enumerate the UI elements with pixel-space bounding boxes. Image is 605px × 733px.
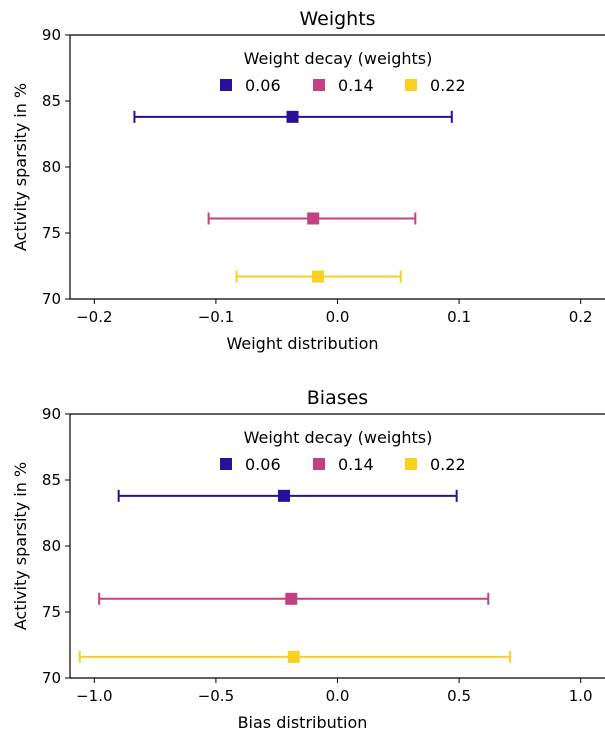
data-point-marker — [307, 212, 320, 225]
y-tick-label: 90 — [42, 405, 61, 423]
y-tick-label: 75 — [42, 224, 61, 242]
y-axis-label: Activity sparsity in % — [11, 462, 30, 630]
legend-swatch — [405, 79, 417, 91]
data-point-marker — [286, 110, 299, 123]
x-axis-label: Weight distribution — [226, 334, 378, 353]
legend-label: 0.14 — [338, 455, 374, 474]
y-tick-label: 80 — [42, 158, 61, 176]
y-tick-label: 70 — [42, 669, 61, 687]
x-tick-label: 0.5 — [447, 687, 471, 705]
legend-label: 0.06 — [245, 76, 281, 95]
legend-title: Weight decay (weights) — [244, 49, 433, 68]
data-point-marker — [278, 489, 290, 502]
x-tick-label: 0.0 — [326, 687, 350, 705]
data-point-marker — [312, 270, 325, 283]
x-tick-label: −0.5 — [198, 687, 234, 705]
x-tick-label: 0.2 — [569, 308, 593, 326]
x-tick-label: −0.2 — [76, 308, 112, 326]
legend-label: 0.22 — [430, 455, 466, 474]
x-tick-label: 0.1 — [447, 308, 471, 326]
x-tick-label: 1.0 — [569, 687, 593, 705]
y-tick-label: 70 — [42, 290, 61, 308]
y-axis-label: Activity sparsity in % — [11, 83, 30, 251]
y-tick-label: 85 — [42, 92, 61, 110]
legend-label: 0.14 — [338, 76, 374, 95]
legend-label: 0.22 — [430, 76, 466, 95]
legend-swatch — [220, 79, 232, 91]
legend-label: 0.06 — [245, 455, 281, 474]
x-tick-label: −1.0 — [76, 687, 112, 705]
data-point-marker — [287, 650, 300, 663]
legend-swatch — [313, 79, 325, 91]
legend-title: Weight decay (weights) — [244, 428, 433, 447]
legend-swatch — [220, 458, 232, 470]
x-tick-label: −0.1 — [198, 308, 234, 326]
y-tick-label: 90 — [42, 26, 61, 44]
chart-title: Weights — [299, 8, 375, 30]
x-axis-label: Bias distribution — [238, 713, 368, 732]
chart-title: Biases — [307, 387, 368, 409]
y-tick-label: 85 — [42, 471, 61, 489]
y-tick-label: 75 — [42, 603, 61, 621]
y-tick-label: 80 — [42, 537, 61, 555]
data-point-marker — [285, 592, 298, 605]
legend-swatch — [313, 458, 325, 470]
legend-swatch — [405, 458, 417, 470]
x-tick-label: 0.0 — [326, 308, 350, 326]
